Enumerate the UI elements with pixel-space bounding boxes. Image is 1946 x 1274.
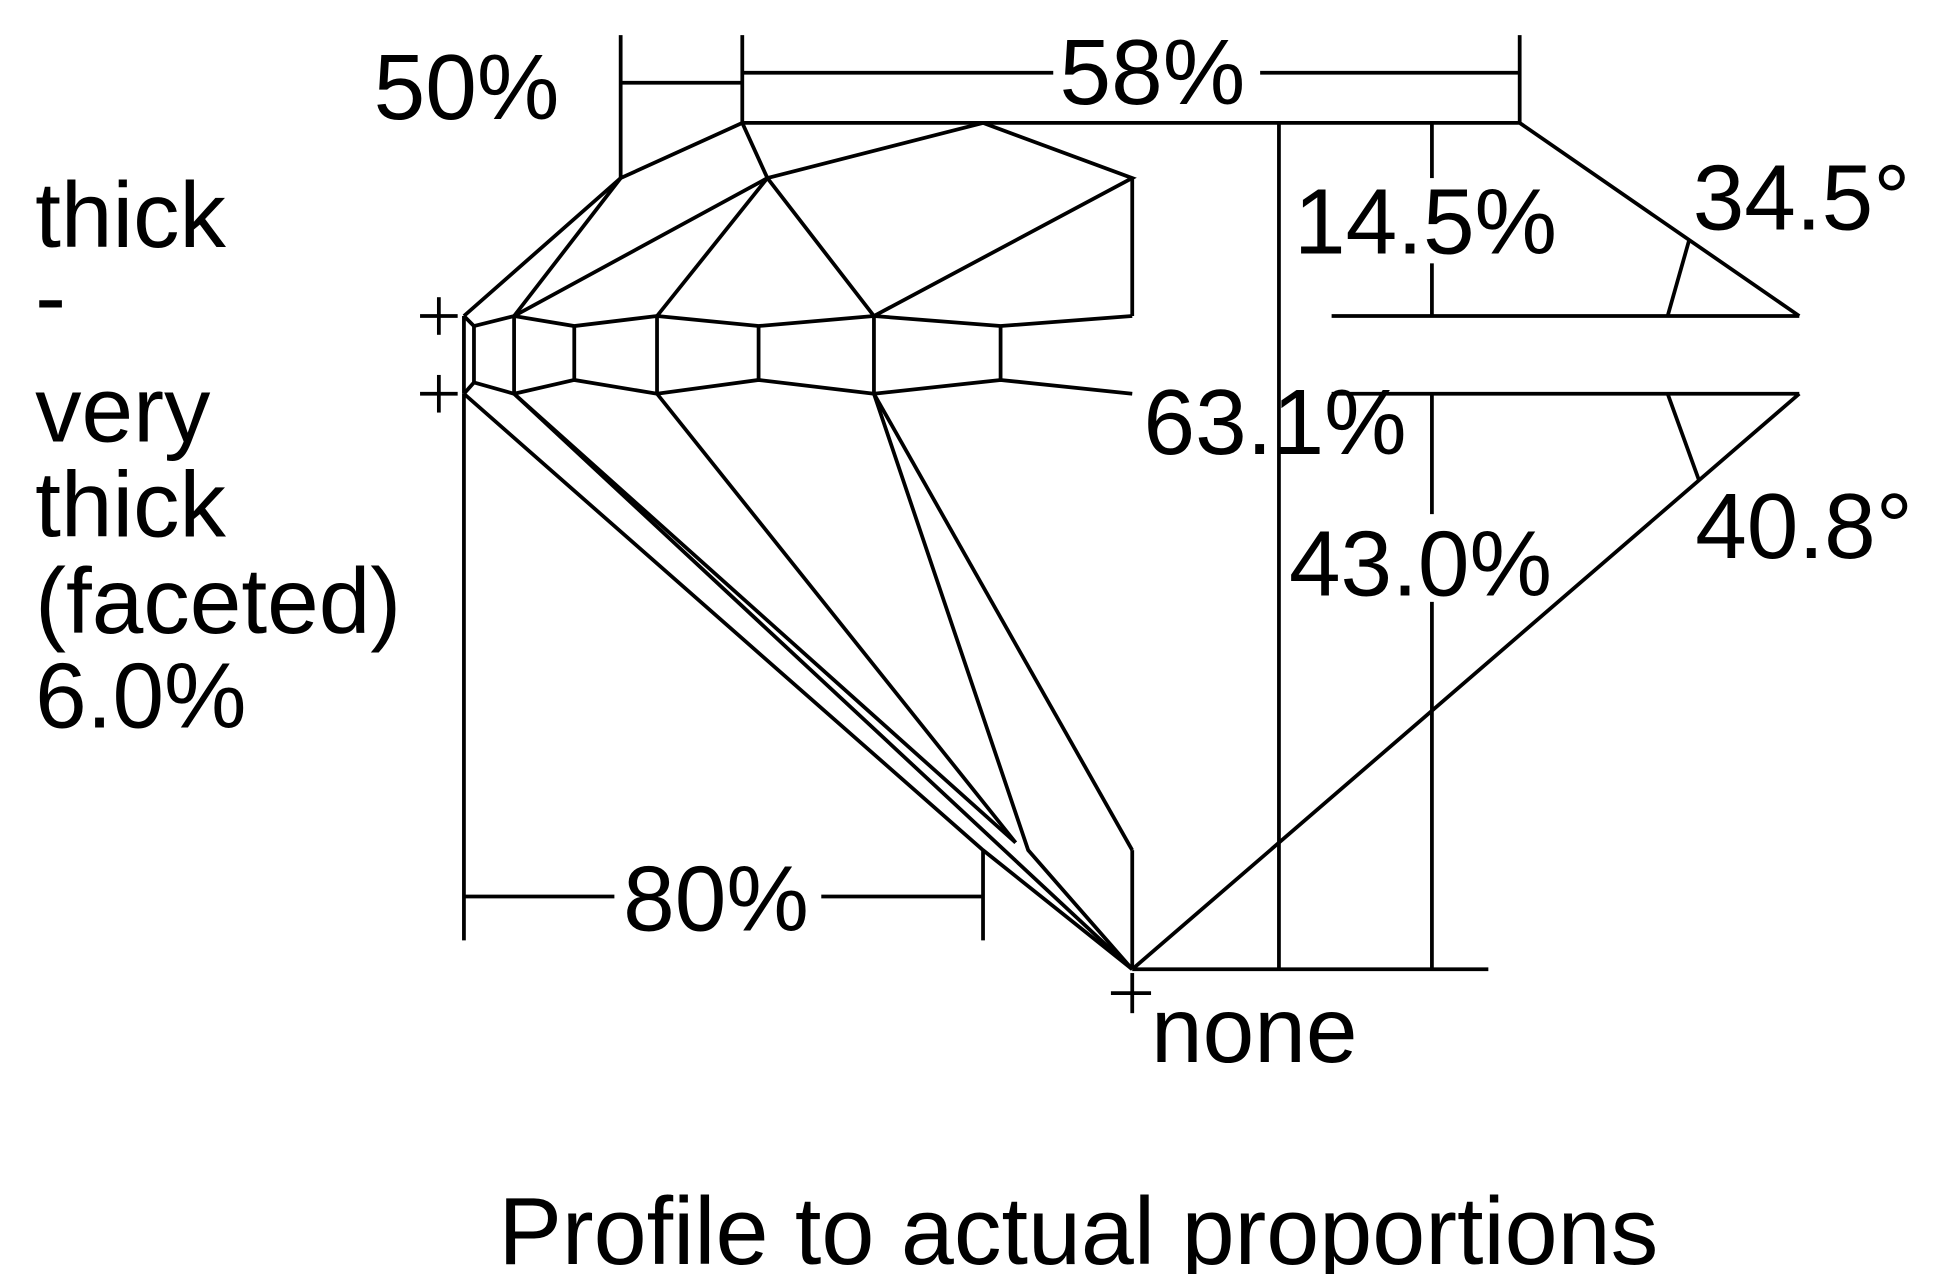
crown-angle-label: 34.5° [1693,145,1911,249]
girdle-label-1: thick [35,163,226,267]
pavilion-angle-label: 40.8° [1695,474,1913,578]
dimension-lines [420,35,1701,1014]
star-length-label: 50% [374,35,560,139]
table-label: 58% [1060,20,1246,124]
lower-half-label: 80% [623,846,809,950]
total-depth-label: 63.1% [1144,370,1407,474]
girdle-label-3: very [35,357,211,461]
diagram-title: Profile to actual proportions [498,1179,1658,1274]
girdle-label-4: thick [35,453,226,557]
diamond-outline [462,120,1801,971]
girdle-label-5: (faceted) [35,549,401,653]
culet-label: none [1151,978,1357,1082]
pavilion-depth-label: 43.0% [1289,512,1552,616]
labels: 50% 58% thick - very thick (faceted) 6.0… [35,20,1913,1274]
girdle-label-6: 6.0% [35,643,246,747]
crown-height-label: 14.5% [1294,169,1557,273]
girdle-label-2: - [35,245,66,349]
